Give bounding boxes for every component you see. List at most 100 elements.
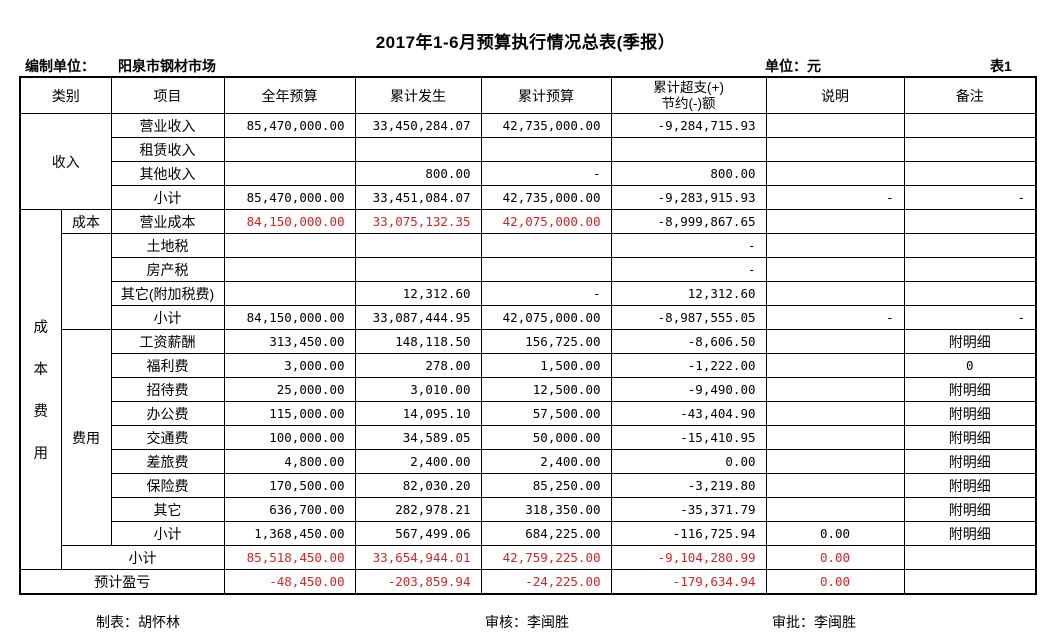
group-cost-spacer bbox=[60, 233, 112, 330]
footer-approver: 审批：李闽胜 bbox=[772, 614, 856, 630]
cell-remark: - bbox=[903, 185, 1037, 210]
cell-actual: 12,312.60 bbox=[354, 281, 482, 306]
cell-budget: 42,759,225.00 bbox=[480, 545, 612, 570]
cell-diff: 12,312.60 bbox=[610, 281, 767, 306]
cell-actual bbox=[354, 257, 482, 282]
cell-actual: 2,400.00 bbox=[354, 449, 482, 474]
cell-note bbox=[765, 425, 905, 450]
cell-diff: -9,104,280.99 bbox=[610, 545, 767, 570]
header-over-save-line2: 节约(-)额 bbox=[661, 95, 716, 111]
table-row: 租赁收入 bbox=[20, 137, 1037, 162]
cell-diff: -35,371.79 bbox=[610, 497, 767, 522]
group-expense: 费用 bbox=[60, 329, 112, 546]
prepared-by-value: 阳泉市钢材市场 bbox=[118, 58, 216, 74]
cell-note bbox=[765, 497, 905, 522]
cell-actual: 282,978.21 bbox=[354, 497, 482, 522]
cell-diff: -8,987,555.05 bbox=[610, 305, 767, 330]
table-row: 其它 636,700.00 282,978.21 318,350.00 -35,… bbox=[20, 497, 1037, 522]
header-over-save: 累计超支(+) 节约(-)额 bbox=[610, 76, 767, 114]
cell-annual: 636,700.00 bbox=[223, 497, 356, 522]
cell-budget: 57,500.00 bbox=[480, 401, 612, 426]
cell-annual bbox=[223, 137, 356, 162]
header-item: 项目 bbox=[110, 76, 225, 114]
cell-actual: 800.00 bbox=[354, 161, 482, 186]
cell-annual: 313,450.00 bbox=[223, 329, 356, 354]
cell-budget: - bbox=[480, 281, 612, 306]
footer-creator: 制表：胡怀林 bbox=[96, 614, 180, 630]
cell-diff: -15,410.95 bbox=[610, 425, 767, 450]
table-row: 土地税 - bbox=[20, 233, 1037, 330]
cell-actual: 278.00 bbox=[354, 353, 482, 378]
cell-remark bbox=[903, 233, 1037, 258]
cell-annual: 84,150,000.00 bbox=[223, 305, 356, 330]
cell-actual: 33,450,284.07 bbox=[354, 113, 482, 138]
table-row: 招待费 25,000.00 3,010.00 12,500.00 -9,490.… bbox=[20, 377, 1037, 402]
cell-annual: 4,800.00 bbox=[223, 449, 356, 474]
cell-actual: -203,859.94 bbox=[354, 569, 482, 595]
cell-item: 其它(附加税费) bbox=[110, 281, 225, 306]
cell-annual: 85,518,450.00 bbox=[223, 545, 356, 570]
cell-actual: 33,075,132.35 bbox=[354, 209, 482, 234]
cell-annual: 170,500.00 bbox=[223, 473, 356, 498]
header-annual-budget: 全年预算 bbox=[223, 76, 356, 114]
cell-note: 0.00 bbox=[765, 545, 905, 570]
cell-remark: 附明细 bbox=[903, 473, 1037, 498]
cell-remark bbox=[903, 113, 1037, 138]
cell-annual bbox=[223, 233, 356, 258]
cell-note bbox=[765, 329, 905, 354]
cell-budget: 42,735,000.00 bbox=[480, 113, 612, 138]
header-cumulative-budget: 累计预算 bbox=[480, 76, 612, 114]
cell-item: 小计 bbox=[110, 185, 225, 210]
cell-budget: 85,250.00 bbox=[480, 473, 612, 498]
cell-annual bbox=[223, 161, 356, 186]
vchar: 用 bbox=[33, 446, 49, 462]
header-row: 类别 项目 全年预算 累计发生 累计预算 累计超支(+) 节约(-)额 说明 备… bbox=[19, 76, 1037, 114]
cell-item: 办公费 bbox=[110, 401, 225, 426]
cell-item: 其他收入 bbox=[110, 161, 225, 186]
header-note: 说明 bbox=[765, 76, 905, 114]
vchar: 费 bbox=[33, 404, 49, 420]
cell-note bbox=[765, 137, 905, 162]
cell-budget: 318,350.00 bbox=[480, 497, 612, 522]
cell-annual: 84,150,000.00 bbox=[223, 209, 356, 234]
cell-annual: 115,000.00 bbox=[223, 401, 356, 426]
cell-diff: - bbox=[610, 233, 767, 258]
cell-actual bbox=[354, 137, 482, 162]
cell-budget: 42,735,000.00 bbox=[480, 185, 612, 210]
cell-remark: 附明细 bbox=[903, 497, 1037, 522]
cell-diff: -8,999,867.65 bbox=[610, 209, 767, 234]
cell-actual: 14,095.10 bbox=[354, 401, 482, 426]
table-row: 预计盈亏 -48,450.00 -203,859.94 -24,225.00 -… bbox=[19, 569, 1037, 595]
cell-annual bbox=[223, 281, 356, 306]
vchar: 成 bbox=[33, 320, 49, 336]
cell-remark bbox=[903, 257, 1037, 282]
cell-budget bbox=[480, 233, 612, 258]
cell-note bbox=[765, 353, 905, 378]
cell-budget: 684,225.00 bbox=[480, 521, 612, 546]
budget-table: 类别 项目 全年预算 累计发生 累计预算 累计超支(+) 节约(-)额 说明 备… bbox=[19, 76, 1037, 595]
page-title: 2017年1-6月预算执行情况总表(季报） bbox=[375, 33, 676, 52]
cell-remark bbox=[903, 569, 1037, 595]
cell-actual: 82,030.20 bbox=[354, 473, 482, 498]
cell-item: 营业成本 bbox=[110, 209, 225, 234]
cell-annual bbox=[223, 257, 356, 282]
cell-item: 预计盈亏 bbox=[19, 569, 225, 595]
cell-actual: 148,118.50 bbox=[354, 329, 482, 354]
cell-diff: -43,404.90 bbox=[610, 401, 767, 426]
cell-remark: 附明细 bbox=[903, 329, 1037, 354]
cell-budget: 12,500.00 bbox=[480, 377, 612, 402]
cell-remark: - bbox=[903, 305, 1037, 330]
cell-item: 小计 bbox=[110, 521, 225, 546]
cell-annual: 85,470,000.00 bbox=[223, 185, 356, 210]
cell-item: 招待费 bbox=[110, 377, 225, 402]
cell-annual: 25,000.00 bbox=[223, 377, 356, 402]
vchar: 本 bbox=[33, 362, 49, 378]
table-row: 交通费 100,000.00 34,589.05 50,000.00 -15,4… bbox=[20, 425, 1037, 450]
cell-diff: -3,219.80 bbox=[610, 473, 767, 498]
table-number: 表1 bbox=[990, 58, 1012, 74]
cell-remark: 附明细 bbox=[903, 425, 1037, 450]
cell-note: 0.00 bbox=[765, 521, 905, 546]
cell-note: - bbox=[765, 305, 905, 330]
cell-diff: 800.00 bbox=[610, 161, 767, 186]
cell-item: 房产税 bbox=[110, 257, 225, 282]
